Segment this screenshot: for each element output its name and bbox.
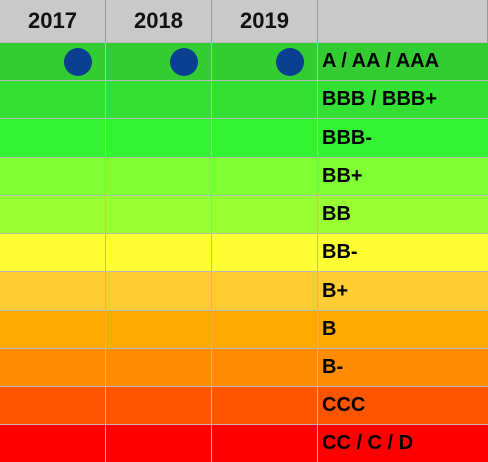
rating-cell-2019 bbox=[212, 196, 318, 233]
rating-cell-2018 bbox=[106, 43, 212, 80]
rating-row: A / AA / AAA bbox=[0, 42, 488, 80]
rating-marker-dot bbox=[64, 47, 92, 76]
rating-cell-2017 bbox=[0, 43, 106, 80]
rating-row: BB bbox=[0, 195, 488, 233]
rating-marker-dot bbox=[170, 47, 198, 76]
rating-row: BBB / BBB+ bbox=[0, 80, 488, 118]
rating-cell-2018 bbox=[106, 425, 212, 462]
rating-cell-2019 bbox=[212, 158, 318, 195]
rating-cell-2019 bbox=[212, 425, 318, 462]
column-header-2018: 2018 bbox=[106, 0, 212, 42]
rating-row: B- bbox=[0, 348, 488, 386]
rating-cell-2017 bbox=[0, 234, 106, 271]
rating-cell-2018 bbox=[106, 196, 212, 233]
column-header-2019: 2019 bbox=[212, 0, 318, 42]
rating-row: BBB- bbox=[0, 118, 488, 157]
rating-cell-2019 bbox=[212, 311, 318, 348]
rating-marker-dot bbox=[276, 47, 304, 76]
rating-cell-2017 bbox=[0, 196, 106, 233]
rating-cell-2018 bbox=[106, 81, 212, 118]
rating-label: A / AA / AAA bbox=[322, 50, 440, 72]
rating-label: BB+ bbox=[322, 165, 363, 187]
rating-label: BB- bbox=[322, 241, 358, 263]
rating-cell-2019 bbox=[212, 43, 318, 80]
rating-label: BBB- bbox=[322, 126, 372, 149]
rating-row: BB- bbox=[0, 233, 488, 271]
rating-cell-2017 bbox=[0, 425, 106, 462]
column-header-rating bbox=[318, 0, 488, 42]
rating-label: B- bbox=[322, 356, 344, 378]
rating-cell-2017 bbox=[0, 158, 106, 195]
rating-label: CCC bbox=[322, 394, 366, 416]
rating-row: BB+ bbox=[0, 157, 488, 195]
rating-cell-2018 bbox=[106, 349, 212, 386]
rating-cell-2019 bbox=[212, 272, 318, 310]
rating-label: BB bbox=[322, 203, 351, 225]
rating-cell-2017 bbox=[0, 81, 106, 118]
rating-cell-2017 bbox=[0, 272, 106, 310]
rating-cell-2017 bbox=[0, 349, 106, 386]
rating-row: CC / C / D bbox=[0, 424, 488, 462]
rating-cell-2018 bbox=[106, 387, 212, 424]
rating-cell-2019 bbox=[212, 234, 318, 271]
rating-cell-2018 bbox=[106, 234, 212, 271]
rating-cell-2017 bbox=[0, 311, 106, 348]
rating-cell-2018 bbox=[106, 119, 212, 157]
rating-label: B bbox=[322, 318, 337, 340]
rating-label: BBB / BBB+ bbox=[322, 88, 438, 110]
rating-cell-2018 bbox=[106, 272, 212, 310]
rating-cell-2018 bbox=[106, 158, 212, 195]
rating-cell-2019 bbox=[212, 387, 318, 424]
rating-row: B bbox=[0, 310, 488, 348]
rating-row: B+ bbox=[0, 271, 488, 310]
rating-cell-2019 bbox=[212, 349, 318, 386]
rating-cell-2019 bbox=[212, 81, 318, 118]
rating-label: CC / C / D bbox=[322, 432, 414, 454]
rating-row: CCC bbox=[0, 386, 488, 424]
rating-cell-2017 bbox=[0, 119, 106, 157]
rating-cell-2018 bbox=[106, 311, 212, 348]
rating-cell-2019 bbox=[212, 119, 318, 157]
rating-label: B+ bbox=[322, 279, 349, 302]
column-header-2017: 2017 bbox=[0, 0, 106, 42]
rating-cell-2017 bbox=[0, 387, 106, 424]
